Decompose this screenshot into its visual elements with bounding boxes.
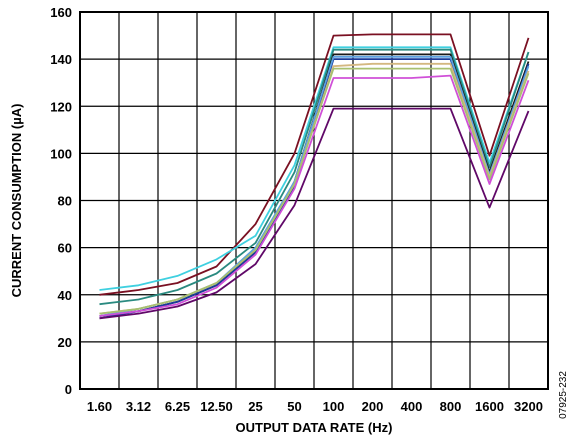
plot-frame	[79, 11, 549, 390]
y-axis-title: CURRENT CONSUMPTION (µA)	[9, 104, 24, 298]
y-tick-label: 60	[58, 241, 72, 256]
x-tick-label: 100	[323, 399, 345, 414]
series-line-10	[99, 107, 530, 320]
y-tick-label: 80	[58, 194, 72, 209]
series-line-1	[99, 33, 530, 296]
y-tick-label: 100	[50, 146, 72, 161]
y-tick-label: 20	[58, 335, 72, 350]
series-layer	[99, 33, 530, 320]
x-tick-label: 25	[248, 399, 262, 414]
x-tick-label: 400	[401, 399, 423, 414]
x-tick-label: 12.50	[200, 399, 233, 414]
x-tick-label: 3200	[514, 399, 543, 414]
series-line-9	[99, 74, 530, 317]
y-tick-label: 140	[50, 52, 72, 67]
x-tick-label: 6.25	[165, 399, 190, 414]
series-line-8	[99, 67, 530, 315]
y-tick-label: 160	[50, 5, 72, 20]
x-tick-label: 3.12	[126, 399, 151, 414]
series-line-3	[99, 48, 530, 306]
x-tick-label: 200	[362, 399, 384, 414]
x-tick-labels: 1.60 3.12 6.25 12.50 25 50 100 200 400 800 1600 320…	[87, 399, 543, 414]
y-tick-label: 0	[65, 382, 72, 397]
x-tick-label: 1.60	[87, 399, 112, 414]
grid	[80, 12, 548, 389]
x-tick-label: 50	[287, 399, 301, 414]
x-tick-label: 1600	[475, 399, 504, 414]
y-tick-label: 40	[58, 288, 72, 303]
figure-code: 07925-232	[558, 371, 569, 419]
x-axis-title: OUTPUT DATA RATE (Hz)	[236, 420, 393, 435]
x-tick-label: 800	[440, 399, 462, 414]
y-tick-label: 120	[50, 99, 72, 114]
y-tick-labels: 0 20 40 60 80 100 120 140 160	[50, 5, 72, 397]
